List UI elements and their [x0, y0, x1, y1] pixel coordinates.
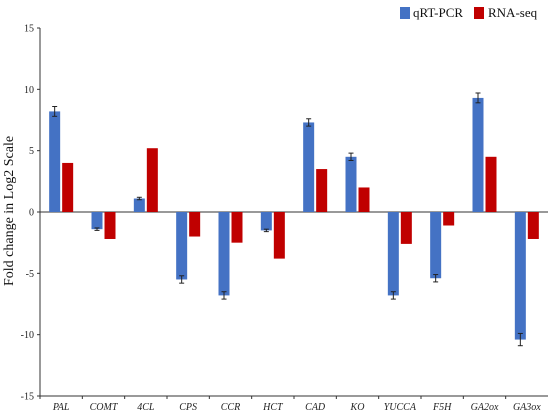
- legend-label-rna-seq: RNA-seq: [488, 5, 538, 20]
- y-axis-title: Fold change in Log2 Scale: [2, 136, 17, 286]
- bar-qrt-pcr-cad: [303, 122, 315, 212]
- y-tick-label: -15: [21, 392, 34, 403]
- y-tick-label: 10: [24, 85, 34, 96]
- bar-rna-seq-ccr: [231, 212, 243, 243]
- y-tick-label: 5: [29, 146, 34, 157]
- bar-qrt-pcr-f5h: [430, 212, 442, 279]
- bar-rna-seq-cps: [189, 212, 201, 237]
- bar-rna-seq-ga2ox: [485, 156, 497, 212]
- bar-qrt-pcr-hct: [260, 212, 272, 231]
- bar-rna-seq-ga3ox: [527, 212, 539, 239]
- y-tick-label: -5: [26, 269, 34, 280]
- bar-qrt-pcr-4cl: [133, 198, 145, 212]
- bar-qrt-pcr-ga3ox: [514, 212, 526, 340]
- x-category-label: CAD: [305, 402, 326, 413]
- x-category-label: CPS: [179, 402, 197, 413]
- x-category-label: PAL: [52, 402, 70, 413]
- x-category-label: COMT: [90, 402, 119, 413]
- bar-rna-seq-hct: [273, 212, 285, 259]
- legend: qRT-PCR RNA-seq: [400, 5, 538, 20]
- x-category-label: GA2ox: [471, 402, 499, 413]
- bar-rna-seq-cad: [316, 169, 328, 212]
- x-category-label: CCR: [221, 402, 240, 413]
- y-tick-label: -10: [21, 330, 34, 341]
- x-category-label: KO: [350, 402, 365, 413]
- bar-rna-seq-comt: [104, 212, 116, 239]
- x-category-label: YUCCA: [384, 402, 417, 413]
- bar-qrt-pcr-ga2ox: [472, 97, 484, 212]
- x-category-label: HCT: [262, 402, 284, 413]
- bar-rna-seq-ko: [358, 187, 370, 212]
- legend-swatch-qrt-pcr: [400, 7, 410, 19]
- x-category-label: 4CL: [137, 402, 155, 413]
- bar-rna-seq-yucca: [400, 212, 412, 244]
- bar-rna-seq-pal: [62, 162, 74, 212]
- bar-rna-seq-f5h: [443, 212, 455, 226]
- bar-qrt-pcr-pal: [49, 111, 61, 212]
- bar-qrt-pcr-cps: [176, 212, 188, 280]
- bar-rna-seq-4cl: [146, 148, 158, 212]
- bar-qrt-pcr-ccr: [218, 212, 230, 296]
- bar-qrt-pcr-yucca: [387, 212, 399, 296]
- legend-swatch-rna-seq: [474, 7, 484, 19]
- bar-qrt-pcr-ko: [345, 156, 357, 212]
- y-tick-label: 0: [29, 208, 34, 219]
- bar-qrt-pcr-comt: [91, 212, 103, 230]
- x-category-label: F5H: [432, 402, 452, 413]
- x-category-label: GA3ox: [513, 402, 541, 413]
- legend-label-qrt-pcr: qRT-PCR: [413, 5, 463, 20]
- y-tick-label: 15: [24, 24, 34, 35]
